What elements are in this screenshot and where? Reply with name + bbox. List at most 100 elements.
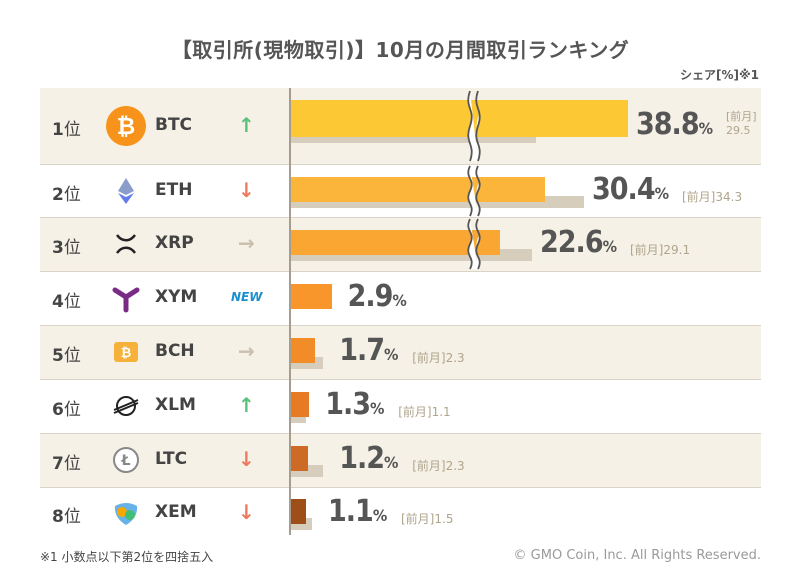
current-share-bar: [291, 176, 545, 202]
previous-month-value: 2.3: [445, 351, 465, 365]
share-percent-sign: %: [602, 237, 618, 256]
row-divider: [40, 271, 761, 272]
current-share-bar: [291, 446, 308, 471]
current-share-bar: [291, 284, 332, 309]
previous-month-tag: [前月]: [412, 351, 446, 365]
axis-break-mark: [467, 218, 481, 270]
share-number: 1.3: [325, 387, 371, 422]
previous-month-tag: [前月]: [630, 243, 664, 257]
rank-label: 6位: [52, 395, 81, 420]
previous-month-tag: [前月]: [726, 110, 757, 123]
row-divider: [40, 325, 761, 326]
litecoin-icon: Ł: [111, 445, 141, 479]
share-number: 1.1: [328, 494, 374, 529]
ranking-row: [40, 433, 761, 487]
rank-number: 2: [52, 184, 64, 205]
row-divider: [40, 487, 761, 488]
previous-month-value: 29.1: [663, 243, 691, 257]
current-share-bar: [291, 230, 500, 255]
nem-icon: [111, 498, 141, 532]
axis-break-mark: [467, 165, 481, 216]
rank-number: 8: [52, 507, 64, 527]
unit-label: シェア[%]※1: [679, 68, 759, 82]
previous-month-label: [前月]2.3: [412, 349, 464, 366]
bitcoin-cash-icon: ₿: [111, 337, 141, 371]
share-number: 38.8: [636, 107, 700, 142]
previous-month-tag: [前月]: [401, 512, 435, 526]
previous-month-value: 1.1: [431, 405, 451, 419]
rank-number: 7: [52, 454, 64, 474]
svg-text:₿: ₿: [121, 346, 132, 361]
previous-month-value: 29.5: [726, 124, 751, 137]
share-number: 1.7: [339, 333, 385, 368]
svg-text:₿: ₿: [117, 114, 135, 140]
rank-unit: 位: [63, 238, 81, 258]
rank-label: 7位: [52, 449, 81, 474]
rank-label: 3位: [52, 233, 81, 258]
rank-label: 5位: [52, 341, 81, 366]
rank-unit: 位: [63, 184, 81, 205]
coin-symbol: XLM: [155, 395, 196, 415]
coin-symbol: XEM: [155, 502, 197, 522]
trend-up-icon: ↑: [238, 113, 255, 137]
rank-unit: 位: [63, 507, 81, 527]
footnote: ※1 小数点以下第2位を四捨五入: [40, 550, 214, 564]
rank-label: 1位: [52, 115, 81, 140]
previous-month-tag: [前月]: [682, 189, 716, 204]
share-value: 30.4%: [592, 172, 669, 207]
trend-flat-icon: →: [238, 231, 255, 255]
share-value: 22.6%: [540, 225, 617, 260]
share-number: 2.9: [347, 279, 394, 314]
previous-month-label: [前月]2.3: [412, 457, 464, 474]
share-value: 1.3%: [325, 387, 384, 422]
ranking-row: [40, 325, 761, 379]
share-percent-sign: %: [698, 119, 714, 138]
rank-number: 6: [52, 400, 64, 420]
previous-month-value: 1.5: [434, 512, 454, 526]
current-share-bar: [291, 100, 628, 137]
current-share-bar: [291, 499, 307, 524]
coin-symbol: LTC: [155, 449, 188, 469]
coin-symbol: XYM: [155, 287, 198, 307]
copyright: © GMO Coin, Inc. All Rights Reserved.: [513, 548, 761, 563]
share-value: 2.9%: [348, 279, 407, 314]
row-divider: [40, 379, 761, 380]
share-value: 1.2%: [339, 441, 398, 476]
chart-axis: [289, 88, 291, 535]
symbol-icon: [111, 283, 141, 317]
coin-symbol: XRP: [155, 233, 194, 253]
svg-text:Ł: Ł: [121, 453, 131, 469]
share-percent-sign: %: [392, 291, 407, 310]
ethereum-icon: [111, 176, 141, 210]
coin-symbol: BTC: [155, 115, 193, 135]
rank-unit: 位: [63, 400, 81, 420]
rank-unit: 位: [63, 120, 81, 140]
share-percent-sign: %: [384, 345, 399, 364]
rank-unit: 位: [63, 346, 81, 366]
rank-label: 2位: [52, 180, 81, 205]
rank-unit: 位: [63, 454, 81, 474]
rank-number: 5: [52, 346, 64, 366]
share-percent-sign: %: [654, 183, 670, 203]
chart-title: 【取引所(現物取引)】10月の月間取引ランキング: [171, 38, 630, 62]
share-number: 22.6: [540, 225, 604, 260]
previous-month-value: 34.3: [715, 189, 743, 204]
rank-label: 4位: [52, 287, 81, 312]
xrp-icon: [111, 229, 141, 263]
rank-unit: 位: [63, 292, 81, 312]
stellar-icon: [111, 391, 141, 425]
new-badge: NEW: [231, 290, 263, 304]
current-share-bar: [291, 338, 315, 363]
row-divider: [40, 433, 761, 434]
row-divider: [40, 217, 761, 218]
previous-month-label: [前月]29.1: [630, 241, 690, 258]
previous-month-tag: [前月]: [398, 405, 432, 419]
trend-down-icon: ↓: [238, 500, 255, 524]
trend-flat-icon: →: [238, 339, 255, 363]
share-percent-sign: %: [370, 399, 385, 418]
share-percent-sign: %: [384, 453, 399, 472]
share-percent-sign: %: [372, 506, 388, 525]
rank-number: 1: [52, 120, 64, 140]
share-value: 1.7%: [339, 333, 398, 368]
trend-down-icon: ↓: [238, 447, 255, 471]
